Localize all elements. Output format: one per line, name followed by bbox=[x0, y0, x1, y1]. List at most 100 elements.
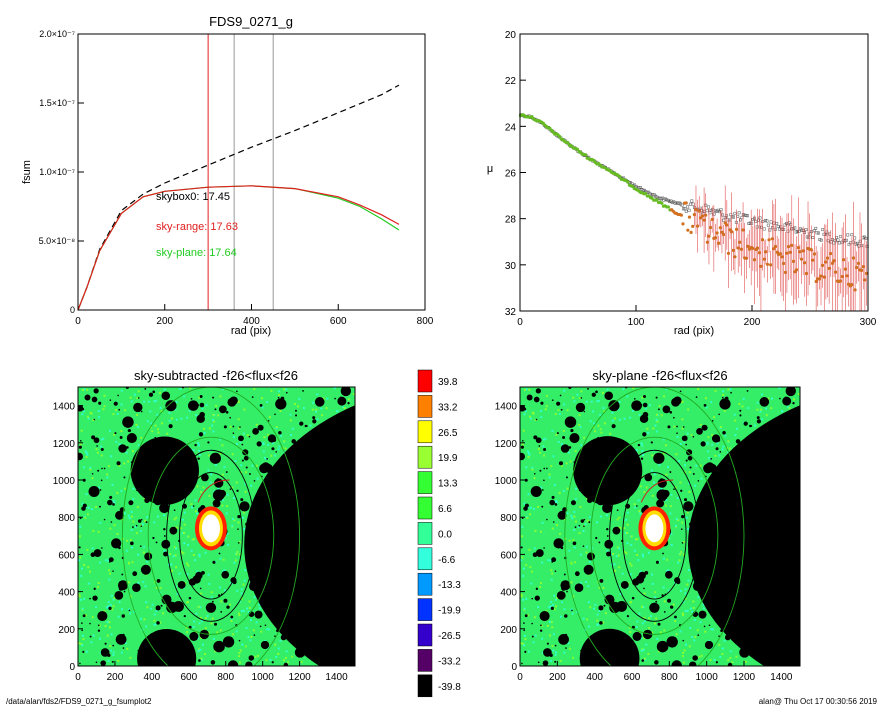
p4-star-174 bbox=[534, 595, 540, 601]
p3-star-393 bbox=[252, 427, 259, 435]
p3-noise-469 bbox=[132, 498, 135, 501]
p4-noise-671 bbox=[623, 551, 626, 554]
p4-star-263 bbox=[523, 407, 527, 411]
p3-noise-247 bbox=[130, 400, 133, 403]
p4-star-258 bbox=[606, 551, 611, 557]
p4-star-161 bbox=[644, 473, 653, 482]
p4-star-6 bbox=[669, 471, 672, 473]
p3-star-198 bbox=[122, 633, 125, 637]
p3-noise-455 bbox=[110, 633, 113, 636]
p4-noise-190 bbox=[719, 426, 722, 429]
p3-noise-185 bbox=[87, 506, 90, 509]
p4-noise-503 bbox=[642, 453, 645, 456]
p4-noise-106 bbox=[643, 592, 646, 595]
p4-star-341 bbox=[539, 469, 542, 472]
p4-noise-139 bbox=[592, 426, 595, 429]
p4-noise-264 bbox=[684, 610, 687, 613]
mu-point-327 bbox=[644, 191, 648, 196]
p3-noise-343 bbox=[226, 505, 229, 508]
p3-noise-467 bbox=[145, 625, 148, 628]
p3-noise-643 bbox=[207, 469, 210, 472]
p4-noise-670 bbox=[598, 610, 601, 613]
p4-star-169 bbox=[554, 570, 557, 572]
p3-noise-357 bbox=[214, 650, 217, 653]
p4-star-362 bbox=[543, 547, 545, 549]
p4-noise-717 bbox=[694, 635, 697, 638]
p4-noise-95 bbox=[520, 559, 523, 562]
p3-noise-243 bbox=[80, 429, 83, 432]
p4-xtick-label-4: 800 bbox=[661, 672, 678, 683]
p4-star-383 bbox=[538, 445, 541, 447]
p3-noise-174 bbox=[202, 486, 205, 489]
p4-noise-328 bbox=[679, 630, 682, 633]
mu-point-grey-173 bbox=[759, 225, 763, 229]
p4-star-27 bbox=[560, 408, 563, 411]
p4-noise-567 bbox=[550, 465, 553, 468]
p3-noise-772 bbox=[336, 410, 339, 413]
p4-noise-296 bbox=[522, 598, 525, 601]
p3-star-73 bbox=[111, 660, 114, 663]
mu-xtick-label-3: 300 bbox=[860, 317, 877, 328]
p3-star-206 bbox=[126, 446, 129, 449]
p4-noise-658 bbox=[788, 406, 791, 409]
p3-noise-203 bbox=[85, 451, 88, 454]
p4-noise-849 bbox=[640, 605, 643, 608]
p4-noise-56 bbox=[677, 519, 680, 522]
p3-noise-672 bbox=[117, 615, 120, 618]
p4-noise-73 bbox=[557, 409, 560, 412]
p3-star-9 bbox=[241, 443, 244, 446]
colorbar: 39.833.226.519.913.36.60.0-6.6-13.3-19.9… bbox=[417, 369, 461, 698]
mu-ytick-label-3: 26 bbox=[505, 169, 517, 180]
p3-star-170 bbox=[132, 583, 141, 593]
p3-noise-585 bbox=[175, 526, 178, 529]
mu-point-grey-238 bbox=[850, 233, 854, 237]
p3-noise-316 bbox=[215, 404, 218, 407]
p4-noise-303 bbox=[699, 423, 702, 426]
p4-noise-251 bbox=[531, 411, 534, 414]
p4-star-256 bbox=[533, 396, 540, 403]
p4-noise-488 bbox=[523, 634, 526, 637]
p4-star-286 bbox=[703, 404, 707, 407]
p4-noise-33 bbox=[688, 645, 691, 648]
p3-star-115 bbox=[110, 521, 113, 523]
p3-noise-610 bbox=[146, 560, 149, 563]
p4-noise-534 bbox=[714, 389, 717, 392]
p3-noise-139 bbox=[149, 426, 152, 429]
mu-point-382 bbox=[733, 255, 737, 259]
mu-point-360 bbox=[697, 209, 701, 213]
mu-point-375 bbox=[721, 232, 726, 237]
p3-noise-893 bbox=[140, 436, 143, 439]
p3-star-30 bbox=[115, 634, 127, 645]
p4-noise-678 bbox=[544, 437, 547, 440]
p4-noise-873 bbox=[631, 409, 634, 412]
p3-noise-377 bbox=[183, 511, 186, 514]
p3-noise-394 bbox=[290, 433, 293, 436]
p4-star-109 bbox=[557, 510, 567, 520]
p4-noise-409 bbox=[665, 499, 668, 502]
p4-noise-99 bbox=[722, 445, 725, 448]
p4-star-0 bbox=[746, 389, 749, 392]
p4-noise-553 bbox=[614, 569, 617, 572]
p4-noise-869 bbox=[655, 430, 658, 433]
p3-star-65 bbox=[139, 545, 142, 547]
p4-star-36 bbox=[535, 437, 542, 444]
p3-noise-120 bbox=[258, 603, 261, 606]
p3-noise-677 bbox=[111, 608, 114, 611]
p4-noise-167 bbox=[735, 655, 738, 658]
p3-star-288 bbox=[78, 445, 82, 449]
p4-noise-752 bbox=[643, 636, 646, 639]
p4-noise-48 bbox=[719, 655, 722, 658]
p3-noise-679 bbox=[102, 408, 105, 411]
p3-noise-735 bbox=[180, 417, 183, 420]
p4-noise-133 bbox=[604, 612, 607, 615]
p4-noise-191 bbox=[653, 481, 656, 484]
p4-noise-858 bbox=[688, 569, 691, 572]
fsum-xtick-label-4: 800 bbox=[417, 316, 434, 327]
p3-galaxy-core-white bbox=[201, 514, 220, 543]
p3-noise-25 bbox=[130, 528, 133, 531]
p4-noise-820 bbox=[585, 400, 588, 403]
p3-noise-696 bbox=[107, 569, 110, 572]
p3-noise-804 bbox=[80, 574, 83, 577]
p4-noise-365 bbox=[603, 410, 606, 413]
p4-star-206 bbox=[568, 446, 572, 449]
